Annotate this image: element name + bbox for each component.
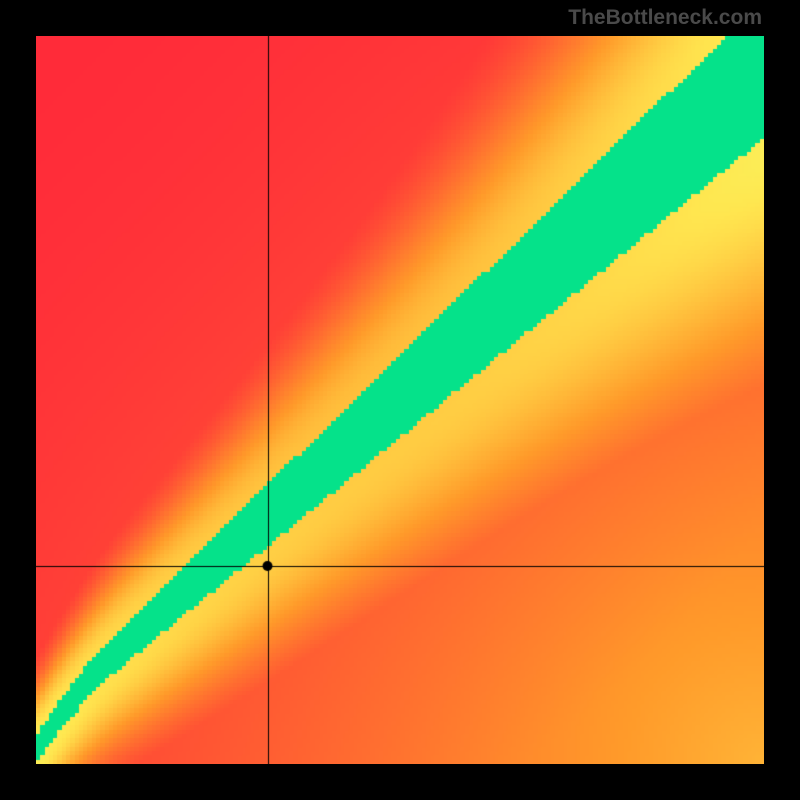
- watermark-text: TheBottleneck.com: [568, 6, 762, 30]
- bottleneck-heatmap: [36, 36, 764, 764]
- chart-stage: TheBottleneck.com: [0, 0, 800, 800]
